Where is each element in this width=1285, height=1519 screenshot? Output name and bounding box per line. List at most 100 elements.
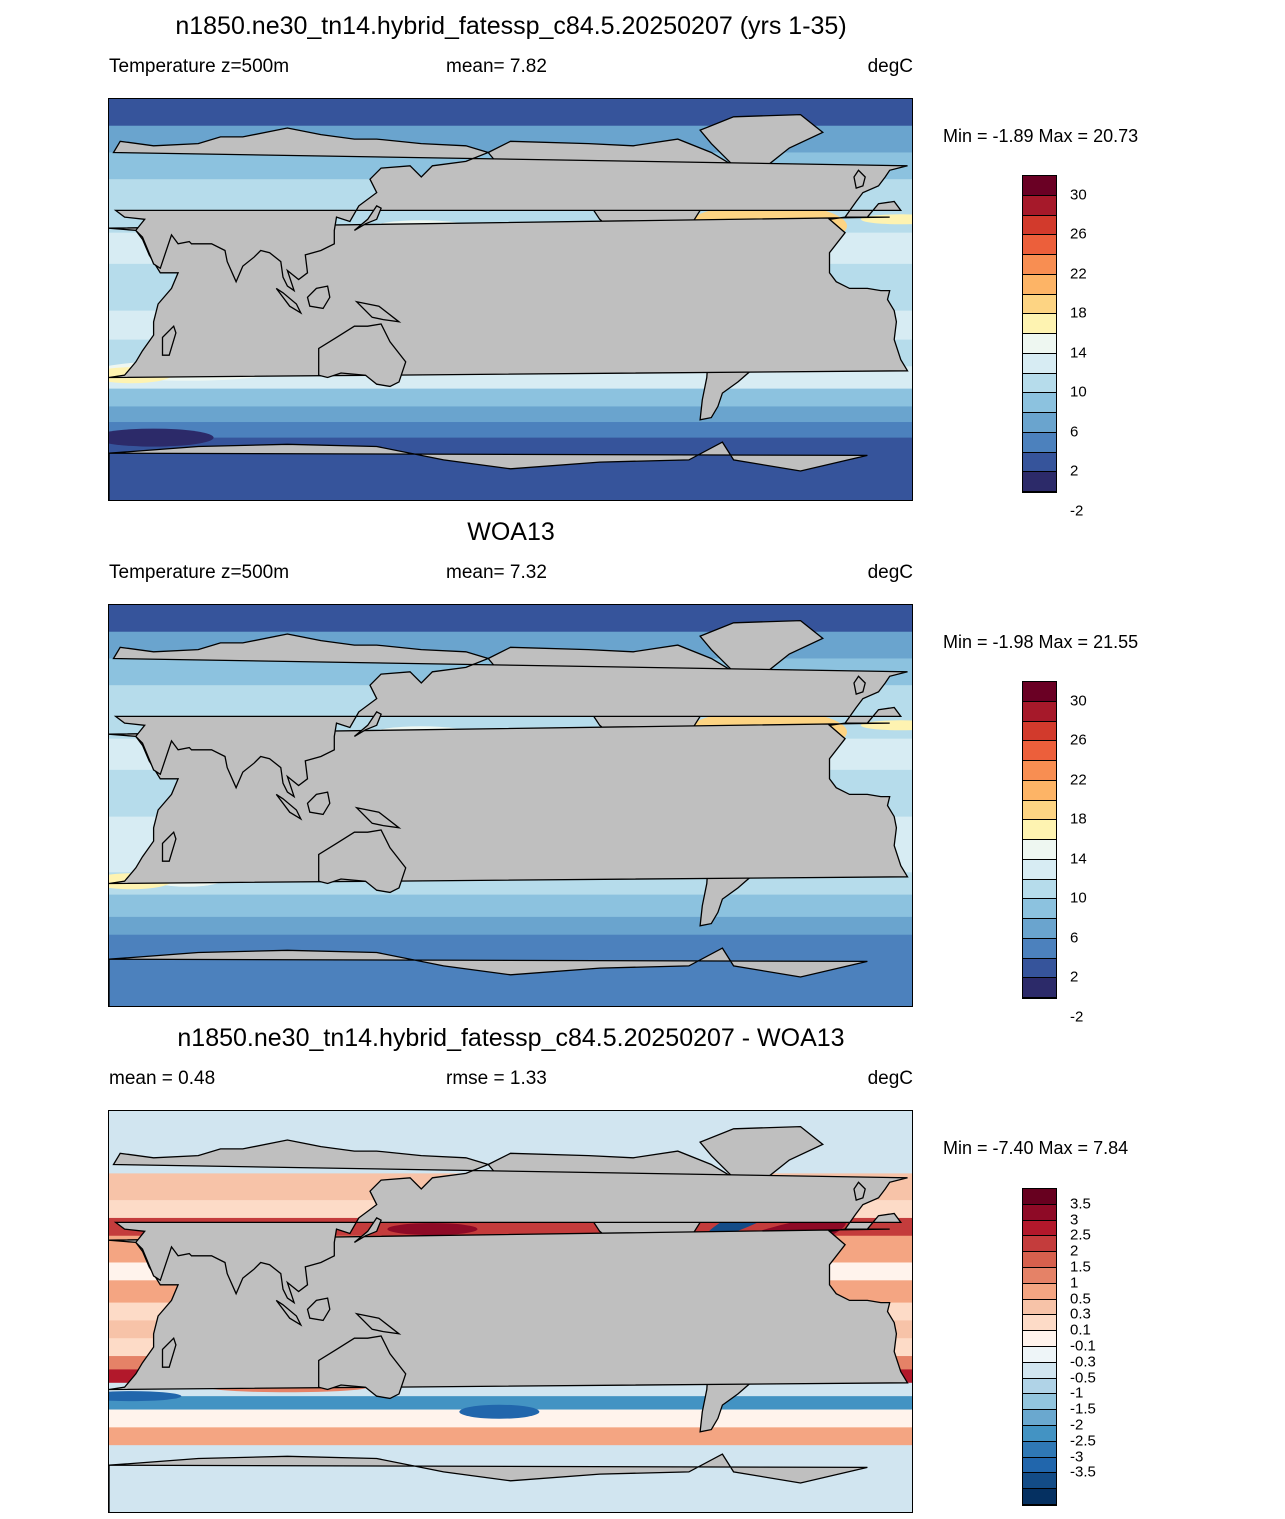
colorbar-swatch xyxy=(1023,958,1056,979)
colorbar-swatch xyxy=(1023,353,1056,374)
colorbar-tick-label: 26 xyxy=(1070,731,1087,749)
colorbar-swatch xyxy=(1023,334,1056,354)
new-guinea-land xyxy=(354,1312,402,1335)
colorbar-tick-label: 2 xyxy=(1070,1242,1079,1260)
min-max-label: Min = -1.89 Max = 20.73 xyxy=(943,126,1139,146)
colorbar-swatch xyxy=(1023,800,1056,821)
colorbar-tick-label: -2.5 xyxy=(1070,1432,1096,1450)
colorbar-swatch xyxy=(1023,1220,1056,1237)
colorbar-swatch xyxy=(1023,859,1056,880)
ocean-band xyxy=(109,894,912,918)
eurasia-land xyxy=(112,127,908,293)
colorbar-swatch xyxy=(1023,452,1056,473)
panel-difference: n1850.ne30_tn14.hybrid_fatessp_c84.5.202… xyxy=(0,1012,1285,1518)
colorbar-swatch xyxy=(1023,701,1056,722)
madagascar-land xyxy=(161,1336,177,1368)
colorbar-tick-label: -2 xyxy=(1070,1008,1084,1026)
colorbar-tick-label: 3 xyxy=(1070,1211,1079,1229)
japan-land xyxy=(353,205,382,231)
colorbar-tick-label: -3 xyxy=(1070,1448,1084,1466)
australia-land xyxy=(318,1335,407,1400)
colorbar-swatch xyxy=(1023,1315,1056,1332)
colorbar-tick-label: -2 xyxy=(1070,502,1084,520)
colorbar-tick-label: 6 xyxy=(1070,929,1079,947)
colorbar-swatch xyxy=(1023,373,1056,394)
colorbar-swatch xyxy=(1023,978,1056,998)
colorbar-swatch xyxy=(1023,1204,1056,1221)
colorbar-swatch xyxy=(1023,879,1056,900)
colorbar-tick-label: -2 xyxy=(1070,1416,1084,1434)
map-plot xyxy=(81,1110,913,1513)
borneo-land xyxy=(306,285,331,310)
colorbar-tick-label: -0.5 xyxy=(1070,1369,1096,1387)
colorbar-swatch xyxy=(1023,176,1056,196)
colorbar-tick-label: 26 xyxy=(1070,225,1087,243)
colorbar xyxy=(1022,681,1057,999)
south-pacific-cold xyxy=(459,1404,540,1419)
colorbar-swatch xyxy=(1023,1489,1056,1505)
panel-model: n1850.ne30_tn14.hybrid_fatessp_c84.5.202… xyxy=(0,0,1285,519)
greenland-land xyxy=(699,1125,825,1179)
colorbar-tick-label: 1.5 xyxy=(1070,1258,1091,1276)
map-svg xyxy=(91,605,941,1007)
colorbar-swatch xyxy=(1023,1457,1056,1474)
map-plot xyxy=(91,98,941,501)
colorbar-tick-label: 18 xyxy=(1070,304,1087,322)
colorbar xyxy=(1022,175,1057,493)
greenland-land xyxy=(699,619,825,673)
colorbar-tick-label: 6 xyxy=(1070,423,1079,441)
mean-label: mean= 7.82 xyxy=(446,56,547,77)
ocean-band xyxy=(109,916,912,936)
uk-land xyxy=(853,169,866,189)
units-label: degC xyxy=(867,56,913,77)
eurasia-land xyxy=(112,633,908,799)
colorbar-swatch xyxy=(1023,215,1056,236)
units-label: degC xyxy=(867,1068,913,1089)
sumatra-land xyxy=(275,1299,303,1327)
colorbar-tick-label: -1.5 xyxy=(1070,1400,1096,1418)
colorbar-tick-label: 18 xyxy=(1070,810,1087,828)
colorbar-swatch xyxy=(1023,393,1056,413)
colorbar-swatch xyxy=(1023,432,1056,453)
colorbar-swatch xyxy=(1023,1426,1056,1442)
colorbar-tick-label: -0.3 xyxy=(1070,1353,1096,1371)
min-max-label: Min = -1.98 Max = 21.55 xyxy=(943,632,1139,652)
japan-land xyxy=(353,711,382,737)
colorbar-swatch xyxy=(1023,1252,1056,1268)
colorbar-swatch xyxy=(1023,919,1056,939)
borneo-land xyxy=(306,791,331,816)
colorbar-swatch xyxy=(1023,274,1056,295)
ocean-band xyxy=(109,422,912,439)
colorbar xyxy=(1022,1188,1057,1506)
madagascar-land xyxy=(161,830,177,862)
colorbar-swatch xyxy=(1023,820,1056,840)
ocean-band xyxy=(109,1427,912,1446)
colorbar-swatch xyxy=(1023,1473,1056,1490)
colorbar-tick-label: 2 xyxy=(1070,968,1079,986)
borneo-land xyxy=(306,1297,331,1322)
map-svg xyxy=(81,1111,912,1513)
colorbar-swatch xyxy=(1023,413,1056,433)
antarctica-land xyxy=(108,947,868,1006)
panel-observation: WOA13 Temperature z=500m mean= 7.32 degC… xyxy=(0,506,1285,1025)
madagascar-land xyxy=(161,324,177,356)
colorbar-tick-label: 14 xyxy=(1070,850,1087,868)
sumatra-land xyxy=(275,287,303,315)
colorbar-tick-label: 22 xyxy=(1070,265,1087,283)
colorbar-swatch xyxy=(1023,294,1056,315)
units-label: degC xyxy=(867,562,913,583)
colorbar-tick-label: 30 xyxy=(1070,692,1087,710)
colorbar-swatch xyxy=(1023,899,1056,919)
mean-label: mean= 7.32 xyxy=(446,562,547,583)
map-svg xyxy=(91,99,941,501)
colorbar-swatch xyxy=(1023,721,1056,742)
colorbar-swatch xyxy=(1023,1362,1056,1379)
cold-anomaly xyxy=(93,428,214,447)
eurasia-land xyxy=(112,1139,908,1305)
panel-title: WOA13 xyxy=(467,518,555,546)
colorbar-swatch xyxy=(1023,1378,1056,1395)
colorbar-tick-label: 14 xyxy=(1070,344,1087,362)
ocean-band xyxy=(109,406,912,423)
min-max-label: Min = -7.40 Max = 7.84 xyxy=(943,1138,1129,1158)
colorbar-swatch xyxy=(1023,472,1056,492)
